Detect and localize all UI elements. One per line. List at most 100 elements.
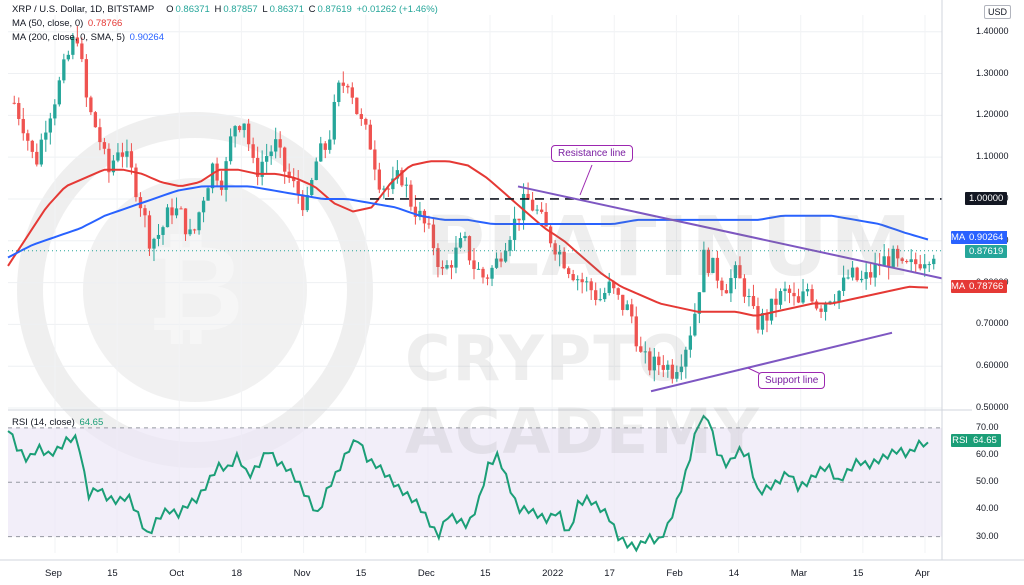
time-tick-label: 17 [604,568,615,579]
rsi-legend-value: 64.65 [79,417,104,428]
time-tick-label: Mar [790,568,808,579]
ma50-legend[interactable]: MA (50, close, 0) 0.78766 [12,18,124,29]
candle-body [197,212,201,231]
candle-body [769,298,774,321]
price-tick-label: 1.30000 [976,67,1009,78]
candle-body [30,140,34,152]
candle-body [93,112,98,128]
level-price-tag: 1.00000 [965,192,1008,205]
candle-body [111,160,116,173]
candle-body [319,143,323,162]
rsi-tick-label: 40.00 [976,503,999,514]
time-tick-label: 15 [480,568,491,579]
ma200-legend[interactable]: MA (200, close, 0, SMA, 5) 0.90264 [12,32,166,43]
time-tick-label: Apr [915,568,930,579]
candle-body [57,80,61,105]
open-label: O [166,4,174,15]
candle-body [539,209,544,212]
candle-body [521,193,526,221]
candle-body [684,349,688,367]
header-ohlc: XRP / U.S. Dollar, 1D, BITSTAMP O 0.86371… [12,4,440,15]
candle-body [251,144,255,158]
candle-body [454,247,458,268]
time-tick-label: 18 [231,568,242,579]
candle-body [373,149,377,170]
candle-body [341,82,345,86]
rsi-line [7,414,929,553]
price-tick-label: 1.20000 [976,109,1009,120]
candle-body [765,313,769,321]
candle-body [237,126,242,131]
candle-body [107,148,111,173]
candle-body [648,351,652,371]
candle-body [382,188,386,190]
candle-body [301,194,305,211]
candle-body [756,306,760,330]
candle-body [697,292,702,314]
candle-body [161,227,165,235]
candle-body [742,278,747,297]
candle-body [337,82,341,102]
candle-body [12,102,16,104]
candle-body [693,313,697,336]
candle-body [612,281,616,289]
candle-body [165,207,170,228]
candle-body [535,209,539,211]
candle-body [553,243,557,255]
rsi-tick-label: 70.00 [976,421,999,432]
currency-button[interactable]: USD [984,5,1012,19]
candle-body [688,335,693,350]
rsi-band [8,427,942,538]
candle-body [508,239,512,251]
resistance-callout[interactable]: Resistance line [551,145,633,162]
rsi-tick-label: 30.00 [976,530,999,541]
candle-body [224,161,228,190]
candle-body [242,123,246,131]
candle-body [413,206,418,217]
candle-body [228,136,233,162]
candle-body [66,54,70,60]
candle-body [125,151,129,157]
candle-body [296,181,300,195]
candle-body [26,133,30,141]
price-tick-label: 1.40000 [976,25,1009,36]
candle-body [409,184,413,207]
candle-body [630,304,634,317]
candle-body [147,215,152,249]
candle-body [896,248,900,259]
symbol-title[interactable]: XRP / U.S. Dollar, 1D, BITSTAMP [12,4,155,15]
rsi-legend-label: RSI (14, close) [12,417,75,428]
candle-body [738,265,742,279]
rsi-legend[interactable]: RSI (14, close) 64.65 [12,417,105,428]
candle-body [427,223,431,225]
candle-body [490,267,494,279]
candle-body [652,356,656,371]
level-tag-value: 1.00000 [969,193,1004,204]
candle-body [265,156,269,162]
candle-body [418,210,422,217]
candle-body [594,290,598,300]
candle-body [102,142,107,149]
candle-body [702,249,706,293]
candle-body [548,226,553,244]
candle-body [607,281,611,293]
support-callout[interactable]: Support line [758,372,826,389]
candle-body [503,250,508,262]
annotation-lines[interactable] [8,164,943,393]
candle-body [868,272,873,278]
candle-body [715,257,720,281]
ma200-line [7,185,929,259]
candle-body [274,139,278,152]
candle-body [143,208,147,216]
candle-body [494,258,499,268]
candle-body [445,265,449,269]
candle-body [377,169,381,190]
watermark-line1: PLATINUM [425,200,914,295]
rsi-tag-label: RSI [952,435,968,446]
candle-body [116,152,120,161]
candle-body [328,139,332,150]
time-tick-label: Nov [293,568,311,579]
candle-body [778,291,783,305]
